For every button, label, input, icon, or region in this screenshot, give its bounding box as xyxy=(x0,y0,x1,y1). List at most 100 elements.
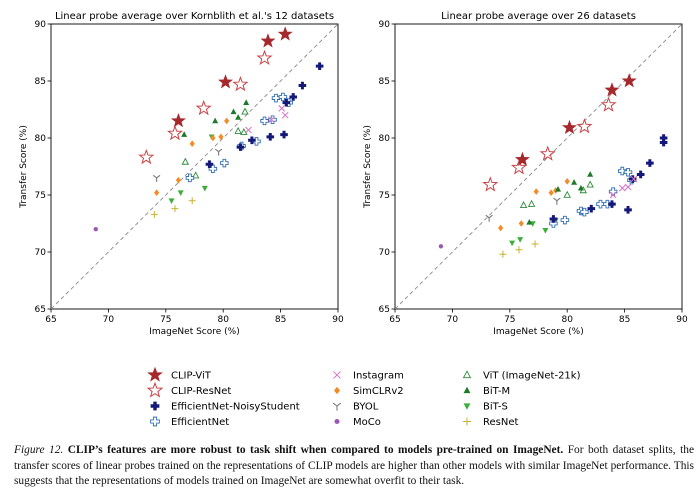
diagonal-reference-line xyxy=(50,23,339,310)
data-point-bit-m xyxy=(526,219,533,225)
y-tick-label: 75 xyxy=(35,191,46,201)
y-axis-label: Transfer Score (%) xyxy=(19,125,29,209)
legend-item-byol: BYOL xyxy=(332,402,379,413)
data-point-simclrv2 xyxy=(224,117,230,125)
data-point-simclrv2 xyxy=(498,224,504,232)
data-point-efficientnet-noisystudent xyxy=(636,170,645,179)
data-point-clip-vit xyxy=(514,151,530,167)
data-point-clip-vit xyxy=(218,74,233,89)
data-point-instagram xyxy=(245,126,252,134)
data-point-efficientnet-noisystudent xyxy=(280,130,288,139)
legend: CLIP-ViT CLIP-ResNet EfficientNet-NoisyStu… xyxy=(146,366,581,428)
data-point-resnet xyxy=(188,197,196,205)
data-point-vit-imagenet-21k xyxy=(234,126,242,134)
data-point-bit-s xyxy=(542,228,549,234)
series-resnet xyxy=(150,197,196,218)
data-point-bit-m xyxy=(555,186,562,192)
data-point-bit-m xyxy=(181,131,188,137)
data-point-bit-m xyxy=(587,171,594,177)
series-efficientnet-noisystudent xyxy=(205,62,324,169)
legend-label: ViT (ImageNet-21k) xyxy=(483,371,581,382)
data-point-efficientnet-noisystudent xyxy=(659,134,668,142)
data-point-efficientnet-noisystudent xyxy=(659,138,668,147)
series-moco xyxy=(438,244,444,249)
legend-item-vit-imagenet-21k: ViT (ImageNet-21k) xyxy=(462,370,581,382)
y-tick-label: 75 xyxy=(379,191,390,201)
data-point-simclrv2 xyxy=(175,176,182,184)
data-point-efficientnet-noisystudent xyxy=(646,159,654,167)
legend-item-resnet: ResNet xyxy=(462,417,518,428)
series-clip-vit xyxy=(514,73,637,167)
data-point-byol xyxy=(553,197,561,205)
data-point-simclrv2 xyxy=(210,134,216,142)
plot-panel-2: 65 70 75 80 85 90 65 70 75 80 85 90 Linear probe ave… xyxy=(363,11,688,337)
legend-marker-clip-vit xyxy=(147,366,163,382)
axes-frame xyxy=(394,23,683,310)
legend-label: BYOL xyxy=(353,402,379,413)
series-clip-resnet xyxy=(138,49,273,165)
data-point-bit-s xyxy=(517,237,524,243)
legend-marker-efficientnet xyxy=(150,416,160,427)
legend-label: EfficientNet-NoisyStudent xyxy=(171,402,300,413)
legend-label: BiT-M xyxy=(483,386,510,397)
data-point-efficientnet xyxy=(580,207,589,217)
x-tick-label: 80 xyxy=(561,315,573,325)
data-point-bit-s xyxy=(201,185,208,192)
data-point-clip-vit xyxy=(621,73,637,88)
legend-item-bit-m: BiT-M xyxy=(463,386,510,397)
series-simclrv2 xyxy=(154,117,230,197)
series-clip-vit xyxy=(170,26,293,128)
legend-item-clip-resnet: CLIP-ResNet xyxy=(146,381,231,398)
axes-frame xyxy=(50,23,339,310)
data-point-vit-imagenet-21k xyxy=(240,128,248,136)
data-point-bit-s xyxy=(177,190,184,197)
plot-panel-1: 65 70 75 80 85 90 65 70 75 80 85 90 Linear probe ave… xyxy=(19,11,344,337)
data-point-bit-m xyxy=(243,99,250,105)
y-tick-label: 70 xyxy=(379,248,391,258)
legend-marker-simclrv2 xyxy=(334,386,340,395)
data-point-simclrv2 xyxy=(548,189,554,197)
x-tick-label: 65 xyxy=(389,315,400,325)
data-point-byol xyxy=(485,214,493,222)
data-point-simclrv2 xyxy=(154,189,160,197)
x-tick-label: 85 xyxy=(275,315,286,325)
data-point-clip-resnet xyxy=(166,124,184,141)
legend-marker-efficientnet-noisystudent xyxy=(150,401,160,411)
data-point-vit-imagenet-21k xyxy=(527,199,536,207)
data-point-efficientnet xyxy=(623,167,633,177)
data-point-efficientnet-noisystudent xyxy=(624,206,632,214)
data-point-simclrv2 xyxy=(518,220,524,227)
data-point-instagram xyxy=(609,191,617,199)
y-tick-label: 90 xyxy=(35,20,47,30)
data-point-efficientnet xyxy=(271,93,281,103)
legend-marker-vit-imagenet-21k xyxy=(462,370,472,379)
caption-bold-text: CLIP’s features are more robust to task … xyxy=(67,444,564,456)
data-point-instagram xyxy=(618,184,626,192)
data-point-vit-imagenet-21k xyxy=(563,190,571,198)
data-point-vit-imagenet-21k xyxy=(241,107,249,115)
data-point-clip-vit xyxy=(604,82,620,97)
data-point-efficientnet xyxy=(220,158,229,168)
data-point-efficientnet xyxy=(560,215,570,225)
data-point-efficientnet xyxy=(618,166,627,176)
data-point-bit-s xyxy=(529,221,536,227)
caption-body-text: For both dataset splits, the transfer sc… xyxy=(14,444,694,487)
y-tick-label: 65 xyxy=(35,305,46,315)
x-tick-label: 85 xyxy=(619,315,630,325)
y-tick-label: 85 xyxy=(379,77,390,87)
legend-item-instagram: Instagram xyxy=(333,371,404,382)
data-point-efficientnet-noisystudent xyxy=(315,62,324,70)
data-point-clip-resnet xyxy=(576,118,593,134)
data-point-clip-resnet xyxy=(232,75,249,92)
chart-title: Linear probe average over 26 datasets xyxy=(441,11,636,22)
data-point-clip-vit xyxy=(260,33,276,48)
data-point-clip-resnet xyxy=(195,99,212,116)
data-point-efficientnet xyxy=(268,115,277,125)
x-tick-label: 70 xyxy=(103,315,115,325)
data-point-simclrv2 xyxy=(533,188,539,195)
data-point-clip-vit xyxy=(562,119,577,135)
legend-marker-resnet xyxy=(462,417,472,426)
data-point-byol xyxy=(152,174,161,182)
legend-label: CLIP-ViT xyxy=(171,371,212,382)
series-instagram xyxy=(245,105,289,134)
